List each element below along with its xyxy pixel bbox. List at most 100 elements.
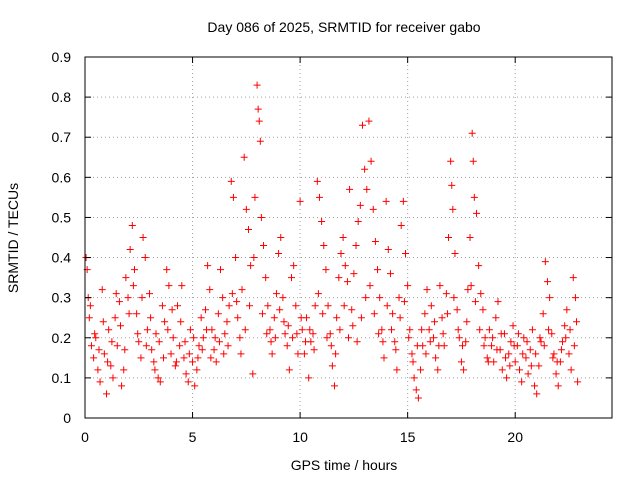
x-tick-label: 20 [507, 429, 523, 445]
data-point [396, 314, 404, 322]
data-point [438, 314, 446, 322]
data-point [467, 282, 475, 290]
data-point [422, 350, 430, 358]
data-point [524, 370, 532, 378]
data-point [475, 262, 483, 270]
data-point [154, 374, 162, 382]
data-point [528, 326, 536, 334]
data-point [535, 362, 543, 370]
data-point [129, 282, 137, 290]
data-point [167, 350, 175, 358]
data-point [283, 342, 291, 350]
data-point [559, 338, 567, 346]
data-point [190, 334, 198, 342]
data-point [324, 302, 332, 310]
data-point [531, 382, 539, 390]
data-point [451, 250, 459, 258]
data-point [471, 298, 479, 306]
data-point [374, 266, 382, 274]
data-point [150, 358, 158, 366]
data-point [408, 350, 416, 358]
data-point [254, 105, 262, 113]
data-point [309, 330, 317, 338]
data-point [459, 342, 467, 350]
data-point [337, 250, 345, 258]
data-point [472, 209, 480, 217]
data-point [314, 290, 322, 298]
data-point [164, 326, 172, 334]
data-point [203, 326, 211, 334]
data-point [270, 314, 278, 322]
data-point [247, 262, 255, 270]
data-point [481, 334, 489, 342]
plot-frame [84, 56, 613, 419]
data-point [505, 350, 513, 358]
data-point [143, 326, 151, 334]
data-point [345, 334, 352, 342]
data-point [284, 322, 292, 330]
data-point [161, 318, 169, 326]
data-point [271, 334, 279, 342]
data-point [518, 378, 526, 386]
data-point [479, 306, 487, 314]
data-point [112, 290, 120, 298]
data-point [165, 282, 173, 290]
data-point [378, 326, 386, 334]
data-point [204, 262, 212, 270]
data-point [331, 382, 339, 390]
data-point [527, 362, 535, 370]
data-point [206, 286, 214, 294]
x-axis-label: GPS time / hours [291, 457, 398, 473]
y-tick-label: 0.1 [52, 370, 72, 386]
data-point [262, 274, 270, 282]
data-point [139, 234, 147, 241]
data-point [369, 205, 377, 213]
data-point [339, 234, 347, 241]
data-point [341, 262, 349, 270]
data-point [569, 274, 577, 282]
data-point [118, 382, 126, 390]
data-point [370, 310, 378, 318]
data-point [193, 366, 201, 374]
data-point [195, 342, 203, 350]
y-tick-label: 0.3 [52, 290, 72, 306]
data-point [92, 334, 100, 342]
data-point [115, 298, 123, 306]
data-point [460, 366, 468, 374]
data-point [296, 197, 304, 205]
data-point [469, 157, 477, 165]
data-point [109, 374, 117, 382]
data-point [194, 354, 202, 362]
data-point [526, 346, 534, 354]
y-tick-label: 0.5 [52, 209, 72, 225]
y-tick-label: 0.7 [52, 129, 72, 145]
data-point [152, 330, 160, 338]
data-point [413, 342, 421, 350]
data-point [485, 326, 493, 334]
data-point [545, 326, 553, 334]
data-point [350, 270, 358, 278]
data-point [400, 298, 408, 306]
x-tick-label: 0 [81, 429, 89, 445]
data-point [511, 358, 519, 366]
data-point [133, 310, 141, 318]
data-point [95, 346, 103, 354]
data-point [246, 302, 254, 310]
data-point [466, 234, 474, 241]
data-point [439, 330, 447, 338]
data-point [108, 338, 116, 346]
data-point [253, 81, 261, 89]
data-point [423, 286, 431, 294]
data-point [409, 358, 417, 366]
data-point [488, 342, 496, 350]
data-point [227, 177, 235, 185]
data-point [379, 338, 387, 346]
data-point [375, 330, 383, 338]
data-point [552, 370, 560, 378]
data-point [285, 366, 293, 374]
data-point [298, 326, 306, 334]
data-point [306, 326, 314, 334]
data-point [464, 286, 472, 294]
data-point [237, 350, 245, 358]
